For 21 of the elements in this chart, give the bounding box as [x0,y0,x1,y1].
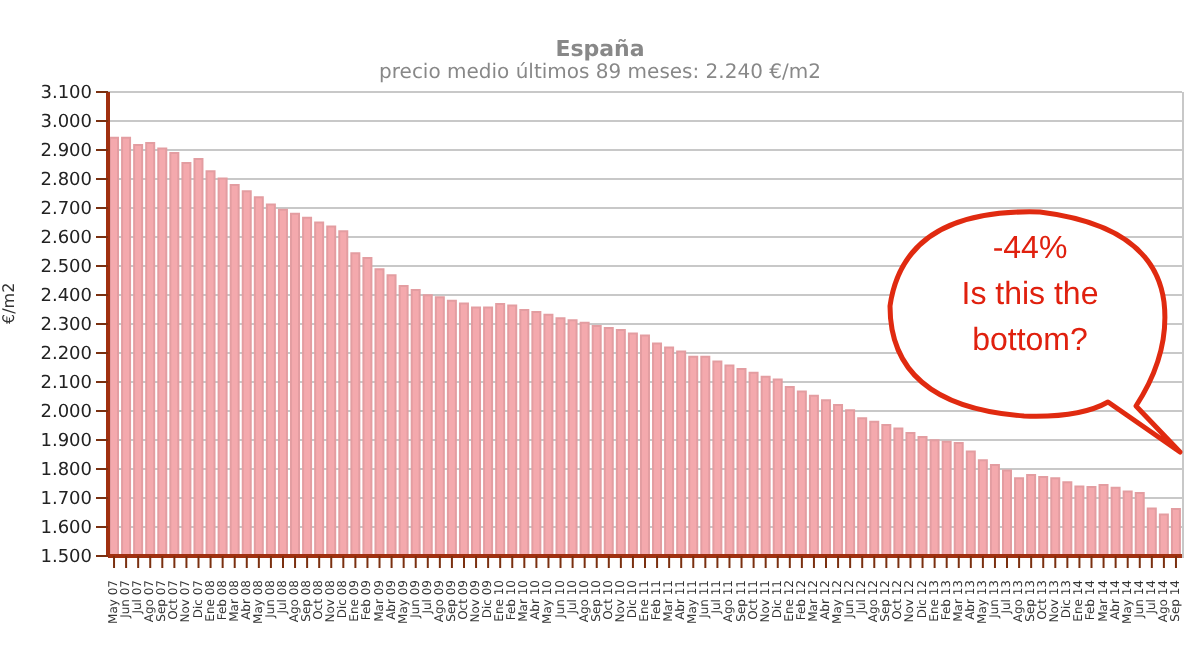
y-tick-label: 2.600 [40,229,93,250]
y-tick-label: 1.600 [40,519,93,540]
y-tick-label: 1.700 [40,490,93,511]
y-tick-label: 2.300 [40,316,93,337]
y-tick-label: 2.400 [40,287,93,308]
y-tick-label: 2.800 [40,171,93,192]
annotation: -44% Is this the bottom? [959,230,1101,362]
chart-title: España [553,36,647,62]
y-axis-title: €/m2 [0,282,18,324]
y-tick-label: 2.000 [40,403,93,424]
y-tick-label: 2.900 [40,142,93,163]
y-tick-label: 3.100 [40,84,93,105]
y-tick-label: 2.700 [40,200,93,221]
y-tick-label: 2.200 [40,345,93,366]
y-tick-label: 1.800 [40,461,93,482]
y-tick-label: 1.900 [40,432,93,453]
y-tick-label: 2.100 [40,374,93,395]
y-tick-label: 2.500 [40,258,93,279]
y-tick-label: 3.000 [40,113,93,134]
chart-subtitle: precio medio últimos 89 meses: 2.240 €/m2 [377,62,823,84]
y-tick-label: 1.500 [40,548,93,569]
